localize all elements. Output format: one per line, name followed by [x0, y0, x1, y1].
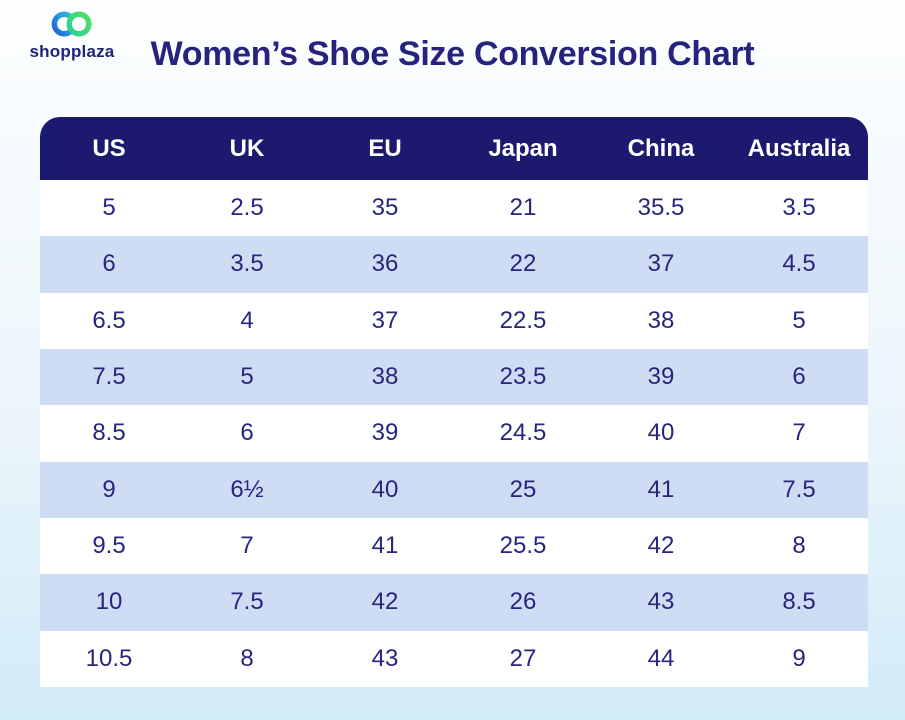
table-cell: 36 [371, 250, 399, 278]
table-cell: 25.5 [499, 532, 547, 560]
logo-label: shopplaza [29, 42, 115, 61]
table-cell: 23.5 [499, 363, 547, 391]
table-cell: 8 [240, 644, 254, 672]
table-cell: 42 [647, 532, 675, 560]
table-cell: 41 [647, 475, 675, 503]
table-cell: 6.5 [92, 306, 126, 334]
column-header-us: US [92, 134, 126, 162]
table-row: 6 3.5 36 22 37 4.5 [40, 236, 868, 293]
table-cell: 42 [371, 588, 399, 616]
table-cell: 43 [647, 588, 675, 616]
table-cell: 7 [240, 532, 254, 560]
shoe-size-table: US UK EU Japan China Australia 5 2.5 35 21 35.5 3.… [40, 117, 868, 687]
table-cell: 5 [792, 306, 806, 334]
table-cell: 24.5 [499, 419, 547, 447]
table-cell: 6 [240, 419, 254, 447]
table-cell: 9.5 [92, 532, 126, 560]
table-cell: 38 [647, 306, 675, 334]
table-cell: 4.5 [782, 250, 816, 278]
table-cell: 5 [240, 363, 254, 391]
page-header: shopplaza Women’s Shoe Size Conversion C… [0, 0, 905, 117]
table-cell: 27 [509, 644, 537, 672]
table-cell: 21 [509, 194, 537, 222]
table-cell: 25 [509, 475, 537, 503]
column-header-uk: UK [229, 134, 265, 162]
table-header-row: US UK EU Japan China Australia [40, 117, 868, 180]
column-header-eu: EU [368, 134, 402, 162]
table-cell: 41 [371, 532, 399, 560]
table-cell: 7 [792, 419, 806, 447]
shopplaza-logo: shopplaza [22, 8, 122, 62]
table-cell: 7.5 [92, 363, 126, 391]
table-row: 6.5 4 37 22.5 38 5 [40, 292, 868, 349]
table-cell: 2.5 [230, 194, 264, 222]
table-cell: 22.5 [499, 306, 547, 334]
table-cell: 6 [102, 250, 116, 278]
table-cell: 6 [792, 363, 806, 391]
table-cell: 39 [371, 419, 399, 447]
table-row: 7.5 5 38 23.5 39 6 [40, 348, 868, 406]
table-cell: 7.5 [230, 588, 264, 616]
table-cell: 7.5 [782, 475, 816, 503]
table-cell: 35 [371, 194, 399, 222]
table-row: 10.5 8 43 27 44 9 [40, 630, 868, 687]
table-cell: 38 [371, 363, 399, 391]
table-cell: 26 [509, 588, 537, 616]
page-title: Women’s Shoe Size Conversion Chart [150, 35, 755, 73]
table-row: 10 7.5 42 26 43 8.5 [40, 574, 868, 631]
table-row: 8.5 6 39 24.5 40 7 [40, 405, 868, 462]
table-cell: 22 [509, 250, 537, 278]
column-header-japan: Japan [488, 134, 558, 162]
infinity-logo-icon [51, 11, 92, 37]
table-cell: 43 [371, 644, 399, 672]
column-header-china: China [627, 134, 695, 162]
table-cell: 9 [792, 644, 806, 672]
table-cell: 37 [371, 306, 399, 334]
table-cell: 35.5 [637, 194, 685, 222]
table-cell: 44 [647, 644, 675, 672]
table-row: 9 6½ 40 25 41 7.5 [40, 461, 868, 518]
table-row: 5 2.5 35 21 35.5 3.5 [40, 180, 868, 237]
table-cell: 40 [647, 419, 675, 447]
table-cell: 3.5 [782, 194, 816, 222]
column-header-australia: Australia [747, 134, 851, 162]
table-cell: 39 [647, 363, 675, 391]
table-cell: 10 [95, 588, 123, 616]
table-cell: 8 [792, 532, 806, 560]
table-cell: 40 [371, 475, 399, 503]
table-cell: 8.5 [92, 419, 126, 447]
table-cell: 4 [240, 306, 254, 334]
table-cell: 3.5 [230, 250, 264, 278]
table-body: 5 2.5 35 21 35.5 3.5 6 3.5 36 22 37 4.5 6.5 4 37 22.5 38… [40, 180, 868, 687]
table-cell: 37 [647, 250, 675, 278]
table-row: 9.5 7 41 25.5 42 8 [40, 517, 868, 575]
table-cell: 5 [102, 194, 116, 222]
table-cell: 6½ [230, 475, 264, 503]
table-cell: 9 [102, 475, 116, 503]
table-cell: 8.5 [782, 588, 816, 616]
table-cell: 10.5 [85, 644, 133, 672]
